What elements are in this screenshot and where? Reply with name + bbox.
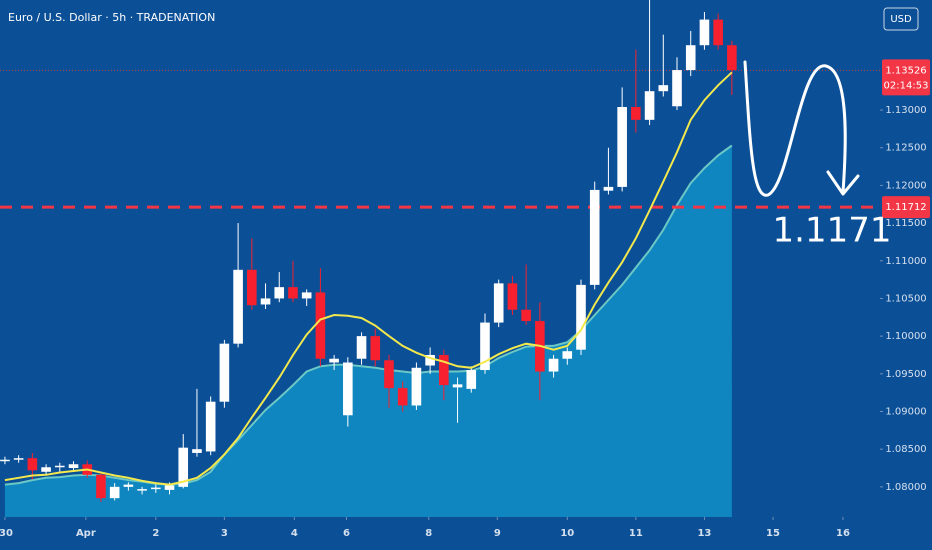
candle-body xyxy=(644,91,655,120)
candle-body xyxy=(521,309,531,322)
candle-body xyxy=(192,449,202,453)
candle-body xyxy=(137,489,147,491)
level-price-label: 1.11712 xyxy=(885,202,926,213)
candle-body xyxy=(329,358,339,363)
candle-body xyxy=(13,458,24,460)
candle-body xyxy=(493,283,504,323)
candle-body xyxy=(301,292,312,299)
candle-body xyxy=(96,474,106,499)
currency-badge[interactable] xyxy=(883,7,919,31)
y-tick-label: 1.11000 xyxy=(885,256,926,267)
candle-body xyxy=(685,45,696,71)
candle-body xyxy=(247,269,257,306)
candle-body xyxy=(507,283,518,310)
candle-body xyxy=(219,343,230,402)
y-tick-label: 1.10500 xyxy=(885,293,926,304)
candle-body xyxy=(466,370,477,389)
current-price-box xyxy=(882,59,930,96)
candle-body xyxy=(27,458,38,471)
time-axis xyxy=(0,517,880,550)
x-tick-label: 10 xyxy=(560,528,574,539)
area-edge xyxy=(4,144,733,486)
candle-body xyxy=(727,45,737,71)
candle-body xyxy=(343,362,353,416)
x-tick-label: 4 xyxy=(291,528,298,539)
candle-body xyxy=(631,107,641,120)
candle-body xyxy=(452,384,463,388)
candle-body xyxy=(0,459,10,462)
currency-label: USD xyxy=(890,14,912,25)
candle-body xyxy=(589,189,600,285)
y-tick-label: 1.10000 xyxy=(885,331,926,342)
candle-body xyxy=(260,298,271,305)
candle-body xyxy=(164,485,175,490)
candle-body xyxy=(315,292,326,359)
x-tick-label: Apr xyxy=(76,528,96,539)
candle-body xyxy=(562,351,573,359)
candle-body xyxy=(274,287,285,299)
y-tick-label: 1.11500 xyxy=(885,218,926,229)
candle-body xyxy=(356,336,367,359)
x-tick-label: 13 xyxy=(697,528,711,539)
candle-body xyxy=(178,447,189,487)
candle-body xyxy=(425,354,435,366)
area-fill xyxy=(4,145,732,517)
y-tick-label: 1.13000 xyxy=(885,105,926,116)
candle-body xyxy=(68,464,79,469)
candle-body xyxy=(233,269,243,344)
candle-body xyxy=(411,367,422,406)
x-tick-label: 8 xyxy=(425,528,432,539)
candle-body xyxy=(109,486,120,499)
y-tick-label: 1.09000 xyxy=(885,406,926,417)
x-tick-label: 2 xyxy=(152,528,159,539)
candle-body xyxy=(439,354,449,386)
candle-body xyxy=(617,107,627,187)
y-tick-label: 1.08500 xyxy=(885,444,926,455)
candle-body xyxy=(658,85,669,92)
x-tick-label: 11 xyxy=(629,528,643,539)
candle-body xyxy=(123,484,134,487)
candle-body xyxy=(713,19,723,46)
candle-body xyxy=(672,70,682,107)
x-tick-label: 9 xyxy=(494,528,501,539)
level-price-box xyxy=(882,196,930,219)
candle-body xyxy=(699,19,710,46)
candle-body xyxy=(370,336,381,361)
candle-body xyxy=(151,487,161,490)
chart-title: Euro / U.S. Dollar · 5h · TRADENATION xyxy=(8,11,215,24)
target-annotation: 1.1171 xyxy=(773,211,892,251)
candle-body xyxy=(41,467,51,472)
y-tick-label: 1.09500 xyxy=(885,369,926,380)
hand-drawn-arrow xyxy=(743,60,860,197)
moving-average-line xyxy=(4,71,733,486)
x-tick-label: 15 xyxy=(766,528,780,539)
candle-body xyxy=(55,465,65,468)
x-tick-label: 3 xyxy=(221,528,228,539)
candle-body xyxy=(288,287,298,299)
candle-body xyxy=(603,186,614,191)
x-tick-label: 30 xyxy=(0,528,13,539)
candle-body xyxy=(480,322,490,371)
candle-body xyxy=(548,358,559,372)
candle-body xyxy=(205,401,216,452)
x-tick-label: 16 xyxy=(836,528,850,539)
countdown-label: 02:14:53 xyxy=(884,80,929,91)
candle-body xyxy=(397,388,408,406)
y-tick-label: 1.12000 xyxy=(885,180,926,191)
candle-body xyxy=(384,360,394,389)
y-tick-label: 1.08000 xyxy=(885,482,926,493)
x-tick-label: 6 xyxy=(343,528,350,539)
candle-body xyxy=(576,284,586,350)
y-tick-label: 1.12500 xyxy=(885,143,926,154)
current-price-label: 1.13526 xyxy=(885,65,926,76)
